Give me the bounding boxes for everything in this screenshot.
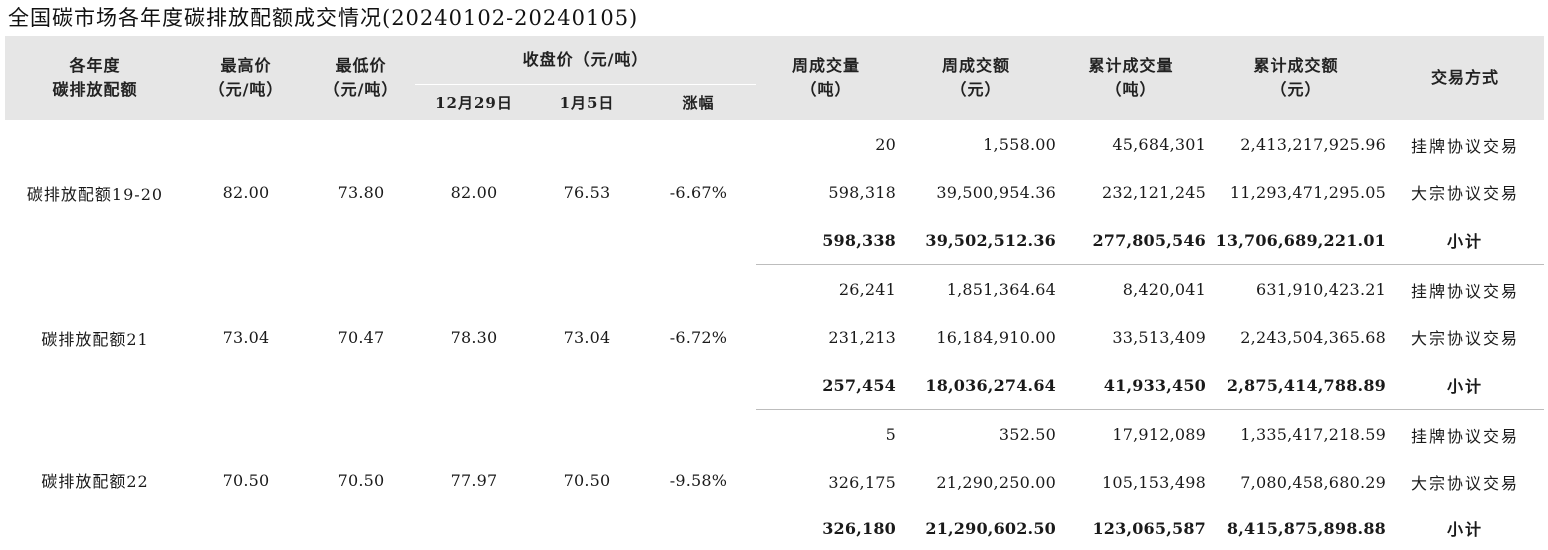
cell-week-volume: 326,175 bbox=[756, 458, 896, 506]
table-body: 碳排放配额19-20 82.00 73.80 82.00 76.53 -6.67… bbox=[5, 120, 1544, 550]
cell-week-amount: 39,500,954.36 bbox=[896, 168, 1056, 216]
cell-high-price: 70.50 bbox=[185, 410, 307, 550]
cell-week-amount: 16,184,910.00 bbox=[896, 313, 1056, 361]
cell-low-price: 70.50 bbox=[307, 410, 415, 550]
cell-close-jan5: 76.53 bbox=[533, 120, 641, 265]
cell-cum-volume: 277,805,546 bbox=[1056, 216, 1206, 265]
cell-week-amount: 352.50 bbox=[896, 410, 1056, 459]
cell-change: -9.58% bbox=[641, 410, 756, 550]
cell-change: -6.67% bbox=[641, 120, 756, 265]
cell-cum-amount: 2,243,504,365.68 bbox=[1206, 313, 1386, 361]
cell-allowance-name: 碳排放配额19-20 bbox=[5, 120, 185, 265]
cell-method: 大宗协议交易 bbox=[1386, 313, 1544, 361]
cell-cum-volume: 41,933,450 bbox=[1056, 361, 1206, 410]
cell-week-volume: 598,338 bbox=[756, 216, 896, 265]
cell-week-amount: 18,036,274.64 bbox=[896, 361, 1056, 410]
cell-cum-volume: 232,121,245 bbox=[1056, 168, 1206, 216]
cell-low-price: 70.47 bbox=[307, 265, 415, 410]
cell-high-price: 73.04 bbox=[185, 265, 307, 410]
cell-method: 大宗协议交易 bbox=[1386, 458, 1544, 506]
cell-cum-amount: 1,335,417,218.59 bbox=[1206, 410, 1386, 459]
cell-week-amount: 1,558.00 bbox=[896, 120, 1056, 168]
cell-week-amount: 21,290,250.00 bbox=[896, 458, 1056, 506]
cell-method: 大宗协议交易 bbox=[1386, 168, 1544, 216]
cell-week-volume: 231,213 bbox=[756, 313, 896, 361]
cell-week-amount: 21,290,602.50 bbox=[896, 506, 1056, 550]
table-header: 各年度 碳排放配额 最高价 （元/吨） 最低价 （元/吨） 收盘价（元/吨） 周… bbox=[5, 36, 1544, 120]
header-close-jan5: 1月5日 bbox=[533, 85, 641, 121]
cell-week-volume: 26,241 bbox=[756, 265, 896, 314]
header-close-dec29: 12月29日 bbox=[415, 85, 533, 121]
cell-cum-volume: 33,513,409 bbox=[1056, 313, 1206, 361]
cell-close-jan5: 73.04 bbox=[533, 265, 641, 410]
cell-method: 小计 bbox=[1386, 361, 1544, 410]
cell-week-amount: 39,502,512.36 bbox=[896, 216, 1056, 265]
cell-cum-volume: 17,912,089 bbox=[1056, 410, 1206, 459]
cell-close-jan5: 70.50 bbox=[533, 410, 641, 550]
cell-cum-amount: 7,080,458,680.29 bbox=[1206, 458, 1386, 506]
cell-cum-volume: 105,153,498 bbox=[1056, 458, 1206, 506]
cell-cum-volume: 123,065,587 bbox=[1056, 506, 1206, 550]
cell-high-price: 82.00 bbox=[185, 120, 307, 265]
cell-close-dec29: 78.30 bbox=[415, 265, 533, 410]
cell-cum-amount: 13,706,689,221.01 bbox=[1206, 216, 1386, 265]
cell-cum-amount: 8,415,875,898.88 bbox=[1206, 506, 1386, 550]
header-year: 各年度 碳排放配额 bbox=[5, 36, 185, 120]
cell-cum-volume: 45,684,301 bbox=[1056, 120, 1206, 168]
header-week-volume: 周成交量 （吨） bbox=[756, 36, 896, 120]
header-low-price: 最低价 （元/吨） bbox=[307, 36, 415, 120]
cell-low-price: 73.80 bbox=[307, 120, 415, 265]
cell-week-volume: 5 bbox=[756, 410, 896, 459]
header-week-amount: 周成交额 （元） bbox=[896, 36, 1056, 120]
header-close-price-group: 收盘价（元/吨） bbox=[415, 36, 756, 85]
cell-cum-amount: 2,875,414,788.89 bbox=[1206, 361, 1386, 410]
cell-method: 挂牌协议交易 bbox=[1386, 265, 1544, 314]
cell-close-dec29: 82.00 bbox=[415, 120, 533, 265]
cell-allowance-name: 碳排放配额21 bbox=[5, 265, 185, 410]
table-row: 碳排放配额19-20 82.00 73.80 82.00 76.53 -6.67… bbox=[5, 120, 1544, 168]
table-row: 碳排放配额21 73.04 70.47 78.30 73.04 -6.72% 2… bbox=[5, 265, 1544, 314]
header-high-price: 最高价 （元/吨） bbox=[185, 36, 307, 120]
cell-method: 挂牌协议交易 bbox=[1386, 120, 1544, 168]
header-cum-amount: 累计成交额 （元） bbox=[1206, 36, 1386, 120]
table-row: 碳排放配额22 70.50 70.50 77.97 70.50 -9.58% 5… bbox=[5, 410, 1544, 459]
cell-week-volume: 598,318 bbox=[756, 168, 896, 216]
cell-week-volume: 326,180 bbox=[756, 506, 896, 550]
cell-week-volume: 20 bbox=[756, 120, 896, 168]
cell-change: -6.72% bbox=[641, 265, 756, 410]
header-cum-volume: 累计成交量 （吨） bbox=[1056, 36, 1206, 120]
cell-cum-amount: 631,910,423.21 bbox=[1206, 265, 1386, 314]
cell-method: 小计 bbox=[1386, 506, 1544, 550]
cell-cum-volume: 8,420,041 bbox=[1056, 265, 1206, 314]
header-method: 交易方式 bbox=[1386, 36, 1544, 120]
page-title: 全国碳市场各年度碳排放配额成交情况(20240102-20240105) bbox=[8, 2, 638, 34]
cell-method: 挂牌协议交易 bbox=[1386, 410, 1544, 459]
cell-cum-amount: 11,293,471,295.05 bbox=[1206, 168, 1386, 216]
cell-method: 小计 bbox=[1386, 216, 1544, 265]
cell-week-volume: 257,454 bbox=[756, 361, 896, 410]
cell-week-amount: 1,851,364.64 bbox=[896, 265, 1056, 314]
cell-close-dec29: 77.97 bbox=[415, 410, 533, 550]
cell-allowance-name: 碳排放配额22 bbox=[5, 410, 185, 550]
header-change: 涨幅 bbox=[641, 85, 756, 121]
cell-cum-amount: 2,413,217,925.96 bbox=[1206, 120, 1386, 168]
carbon-trading-table: 各年度 碳排放配额 最高价 （元/吨） 最低价 （元/吨） 收盘价（元/吨） 周… bbox=[5, 36, 1544, 550]
